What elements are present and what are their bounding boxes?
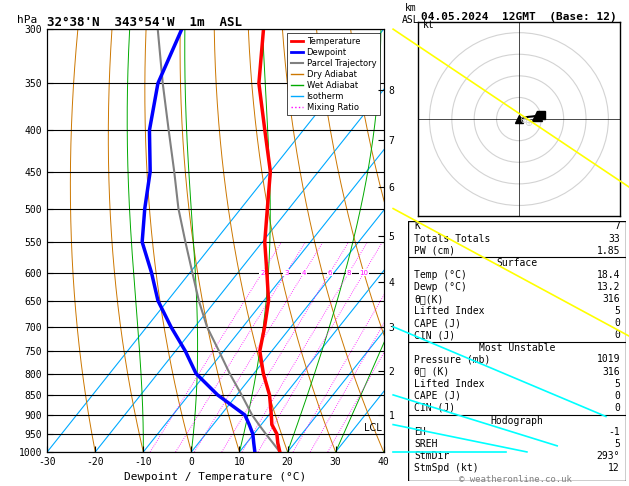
Text: 8: 8	[347, 270, 351, 276]
Text: 2: 2	[260, 270, 264, 276]
Text: 293°: 293°	[596, 451, 620, 461]
Text: CAPE (J): CAPE (J)	[414, 318, 461, 328]
Text: 5: 5	[614, 379, 620, 389]
Text: 33: 33	[608, 233, 620, 243]
Legend: Temperature, Dewpoint, Parcel Trajectory, Dry Adiabat, Wet Adiabat, Isotherm, Mi: Temperature, Dewpoint, Parcel Trajectory…	[287, 34, 379, 116]
Text: 1019: 1019	[596, 354, 620, 364]
Text: 7: 7	[614, 222, 620, 231]
Text: 4: 4	[302, 270, 306, 276]
Text: Hodograph: Hodograph	[491, 416, 543, 426]
Text: PW (cm): PW (cm)	[414, 245, 455, 256]
Text: km
ASL: km ASL	[402, 3, 420, 25]
Text: 12: 12	[608, 463, 620, 473]
Text: StmDir: StmDir	[414, 451, 449, 461]
Text: Pressure (mb): Pressure (mb)	[414, 354, 491, 364]
Text: LCL: LCL	[364, 423, 381, 433]
Text: 316: 316	[603, 366, 620, 377]
Text: θᴄ(K): θᴄ(K)	[414, 294, 443, 304]
Text: 13.2: 13.2	[596, 282, 620, 292]
Text: Temp (°C): Temp (°C)	[414, 270, 467, 280]
Text: kt: kt	[423, 20, 435, 30]
Text: 5: 5	[614, 306, 620, 316]
Text: Most Unstable: Most Unstable	[479, 343, 555, 353]
Text: CIN (J): CIN (J)	[414, 330, 455, 340]
Text: 32°38'N  343°54'W  1m  ASL: 32°38'N 343°54'W 1m ASL	[47, 16, 242, 29]
Text: 5: 5	[614, 439, 620, 449]
Text: 1.85: 1.85	[596, 245, 620, 256]
Text: 0: 0	[614, 318, 620, 328]
Text: 6: 6	[328, 270, 332, 276]
Text: K: K	[414, 222, 420, 231]
Text: 0: 0	[614, 391, 620, 401]
Text: 04.05.2024  12GMT  (Base: 12): 04.05.2024 12GMT (Base: 12)	[421, 12, 617, 22]
Text: CIN (J): CIN (J)	[414, 403, 455, 413]
Text: © weatheronline.co.uk: © weatheronline.co.uk	[459, 474, 572, 484]
Text: Surface: Surface	[496, 258, 538, 268]
Text: Lifted Index: Lifted Index	[414, 306, 485, 316]
Text: Totals Totals: Totals Totals	[414, 233, 491, 243]
X-axis label: Dewpoint / Temperature (°C): Dewpoint / Temperature (°C)	[125, 472, 306, 483]
Text: 10: 10	[360, 270, 369, 276]
Text: Dewp (°C): Dewp (°C)	[414, 282, 467, 292]
Text: ⊕: ⊕	[524, 118, 532, 127]
Text: 3: 3	[284, 270, 289, 276]
Text: 316: 316	[603, 294, 620, 304]
Text: θᴄ (K): θᴄ (K)	[414, 366, 449, 377]
Text: Lifted Index: Lifted Index	[414, 379, 485, 389]
Text: EH: EH	[414, 427, 426, 437]
Text: StmSpd (kt): StmSpd (kt)	[414, 463, 479, 473]
Text: SREH: SREH	[414, 439, 438, 449]
Text: hPa: hPa	[17, 15, 37, 25]
Text: CAPE (J): CAPE (J)	[414, 391, 461, 401]
Text: 0: 0	[614, 330, 620, 340]
Text: ⊕: ⊕	[520, 115, 528, 125]
Text: 18.4: 18.4	[596, 270, 620, 280]
Text: 0: 0	[614, 403, 620, 413]
Text: -1: -1	[608, 427, 620, 437]
